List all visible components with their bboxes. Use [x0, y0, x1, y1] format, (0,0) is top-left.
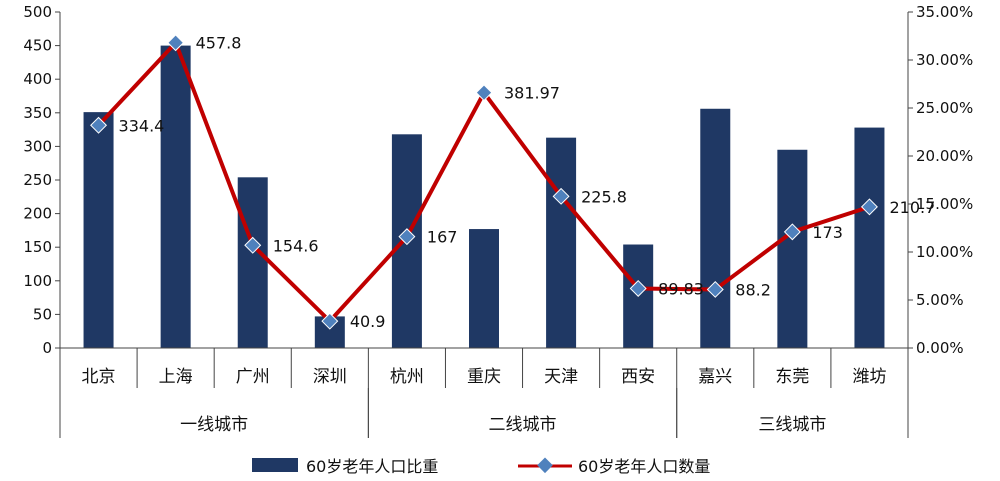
- line-series: 334.4 457.8 154.6 40.9 167 381.97 225.8 89.83 88…: [90, 34, 935, 331]
- bar: [83, 112, 114, 349]
- left-tick-label: 0: [42, 339, 52, 357]
- data-label: 88.2: [735, 280, 771, 299]
- right-tick-label: 0.00%: [916, 339, 964, 357]
- bar: [777, 149, 808, 348]
- data-label: 381.97: [504, 84, 560, 103]
- data-label: 225.8: [581, 187, 627, 206]
- right-tick-label: 15.00%: [916, 195, 973, 213]
- category-label: 深圳: [313, 367, 347, 387]
- data-label: 40.9: [350, 312, 386, 331]
- left-tick-label: 300: [23, 137, 52, 155]
- line-point: [860, 198, 878, 216]
- category-label: 嘉兴: [698, 367, 732, 387]
- right-tick-label: 35.00%: [916, 3, 973, 21]
- group-label: 一线城市: [180, 415, 248, 435]
- bar-series: [83, 45, 885, 349]
- left-tick-label: 500: [23, 3, 52, 21]
- data-label: 154.6: [273, 236, 319, 255]
- bar: [700, 108, 731, 348]
- group-label: 三线城市: [758, 415, 826, 435]
- data-label: 167: [427, 228, 458, 247]
- category-label: 广州: [236, 367, 270, 387]
- legend-line-marker: [537, 457, 553, 474]
- category-label: 天津: [544, 367, 578, 387]
- line-point: [321, 312, 339, 330]
- data-label: 173: [812, 223, 843, 242]
- left-tick-label: 250: [23, 171, 52, 189]
- right-tick-label: 25.00%: [916, 99, 973, 117]
- category-label: 潍坊: [852, 367, 886, 387]
- legend: 60岁老年人口比重 60岁老年人口数量: [252, 457, 710, 476]
- right-y-axis: 0.00% 5.00% 10.00% 15.00% 20.00% 25.00% 30.00%…: [907, 3, 973, 357]
- left-tick-label: 400: [23, 70, 52, 88]
- category-label: 东莞: [775, 367, 809, 387]
- line-point: [552, 187, 570, 205]
- bar: [546, 137, 577, 348]
- left-tick-label: 200: [23, 205, 52, 223]
- category-label: 北京: [82, 367, 116, 387]
- data-label: 210.7: [889, 198, 935, 217]
- category-label: 杭州: [390, 367, 424, 387]
- legend-bar-label: 60岁老年人口比重: [306, 457, 438, 476]
- left-y-axis: 0 50 100 150 200 250 300 350 400 450 500: [23, 3, 61, 357]
- line-point: [244, 236, 262, 254]
- legend-line-label: 60岁老年人口数量: [578, 457, 710, 476]
- data-label: 89.83: [658, 279, 704, 298]
- group-label: 二线城市: [489, 415, 557, 435]
- right-tick-label: 30.00%: [916, 51, 973, 69]
- line-point: [629, 279, 647, 297]
- category-label: 上海: [159, 367, 193, 387]
- bar: [469, 229, 499, 348]
- left-tick-label: 350: [23, 104, 52, 122]
- line-point: [398, 228, 416, 246]
- right-tick-label: 5.00%: [916, 291, 964, 309]
- line-point: [90, 116, 108, 134]
- left-tick-label: 150: [23, 238, 52, 256]
- category-label: 重庆: [467, 367, 501, 387]
- line-point: [706, 280, 724, 298]
- line-point: [475, 84, 493, 102]
- bar: [854, 127, 885, 348]
- data-label: 457.8: [196, 34, 242, 53]
- left-tick-label: 50: [33, 305, 52, 323]
- bar: [160, 45, 191, 348]
- line-point: [783, 223, 801, 241]
- left-tick-label: 100: [23, 272, 52, 290]
- legend-bar-swatch: [252, 458, 298, 472]
- data-label: 334.4: [119, 116, 165, 135]
- bar: [237, 177, 268, 348]
- right-tick-label: 20.00%: [916, 147, 973, 165]
- right-tick-label: 10.00%: [916, 243, 973, 261]
- left-tick-label: 450: [23, 37, 52, 55]
- category-label: 西安: [621, 367, 655, 387]
- line-point: [167, 34, 185, 52]
